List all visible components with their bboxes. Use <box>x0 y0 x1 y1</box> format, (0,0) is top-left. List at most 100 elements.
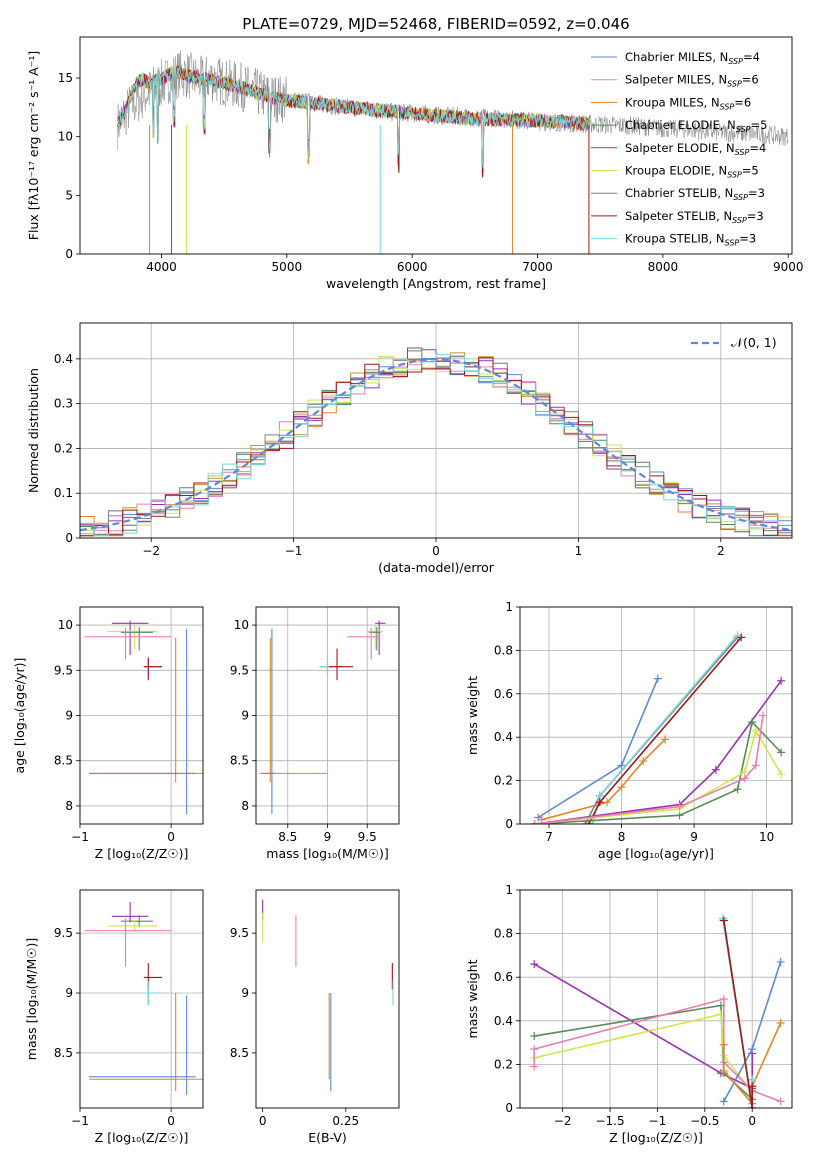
plus-marker <box>719 916 728 925</box>
plus-marker <box>748 1104 757 1108</box>
legend-label-value: =3 <box>748 186 765 200</box>
y-tick-label: 0.2 <box>494 1057 513 1071</box>
x-tick-label: 7 <box>545 830 553 844</box>
y-tick-label: 8 <box>65 799 73 813</box>
plus-marker <box>776 1097 785 1106</box>
plus-marker <box>661 735 670 744</box>
x-tick-label: 0 <box>259 1114 267 1128</box>
plot-area-massweight-vs-age <box>530 631 786 824</box>
legend-label-sub: SSP <box>720 102 735 111</box>
plus-marker <box>737 633 746 642</box>
panel-spectrum: 4000 5000 6000 7000 8000 9000 0 5 10 15 wavelength… <box>26 36 804 291</box>
plus-marker <box>751 761 760 770</box>
y-tick-label: 0.2 <box>54 441 73 455</box>
legend-label: Salpeter STELIB, NSSP=3 <box>625 209 764 225</box>
x-axis-label: Z [log₁₀(Z/Z☉)] <box>609 1130 703 1145</box>
y-tick-label: 0.6 <box>494 687 513 701</box>
x-tick-label: 5000 <box>272 260 303 274</box>
x-axis-label: Z [log₁₀(Z/Z☉)] <box>95 1130 189 1145</box>
legend-label-main: Salpeter ELODIE, N <box>625 141 735 155</box>
x-tick-label: 8 <box>618 830 626 844</box>
panel-residuals: −2 −1 0 1 2 0 0.1 0.2 0.3 0.4 (data-model)/error No… <box>26 322 793 575</box>
y-axis-label: Normed distribution <box>26 368 41 493</box>
residual-histogram-salpeter-stelib <box>80 357 792 537</box>
plus-marker <box>777 770 786 779</box>
plus-marker <box>595 798 604 807</box>
x-tick-label: 4000 <box>146 260 177 274</box>
y-tick-label: 0.8 <box>494 927 513 941</box>
axes-frame <box>79 36 793 255</box>
plot-area-age-vs-mass <box>259 620 386 815</box>
legend-label-sub: SSP <box>733 193 748 202</box>
legend-label-sub: SSP <box>735 148 750 157</box>
panel-age-vs-mass: 8.5 9 9.5 8 8.5 9 9.5 10 mass [log₁₀(M/M☉)] <box>230 606 400 861</box>
plus-marker <box>603 798 612 807</box>
plot-area-residuals <box>80 347 792 537</box>
plus-marker <box>617 761 626 770</box>
legend-label-value: =6 <box>734 95 751 109</box>
plus-marker <box>719 995 728 1003</box>
series-line-salpeter-stelib <box>588 636 742 824</box>
legend-label-sub: SSP <box>732 216 747 225</box>
panel-mass-vs-ebv: 0 0.25 8.5 9 9.5 E(B-V) <box>230 889 400 1145</box>
y-tick-label: 0.1 <box>54 486 73 500</box>
axes-frame <box>79 606 204 825</box>
series-line-salpeter-stelib <box>723 920 753 1108</box>
x-tick-label: −1.5 <box>595 1114 624 1128</box>
plus-marker <box>758 711 767 720</box>
series-line-kroupa-elodie <box>534 1013 753 1094</box>
legend-label: Salpeter MILES, NSSP=6 <box>625 73 759 89</box>
legend-label-main: Kroupa MILES, N <box>625 95 720 109</box>
plus-marker <box>748 718 757 727</box>
legend-label-main: Chabrier STELIB, N <box>625 186 733 200</box>
legend-label-sub: SSP <box>725 239 740 248</box>
plus-marker <box>777 676 786 685</box>
y-tick-label: 8.5 <box>54 1046 73 1060</box>
axes-frame <box>519 606 793 825</box>
y-tick-label: 0.4 <box>494 1014 513 1028</box>
x-tick-label: −0.5 <box>690 1114 719 1128</box>
plus-marker <box>719 1040 728 1049</box>
axes-frame <box>255 889 400 1109</box>
legend-label-value: =5 <box>751 118 768 132</box>
plus-marker <box>733 785 742 794</box>
legend-label: Chabrier STELIB, NSSP=3 <box>625 186 765 202</box>
x-tick-label: 9.5 <box>358 830 377 844</box>
y-tick-label: 9.5 <box>54 663 73 677</box>
plus-marker <box>617 783 626 792</box>
y-tick-label: 10 <box>58 618 73 632</box>
x-tick-label: 1 <box>575 544 583 558</box>
x-tick-label: 0 <box>167 1114 175 1128</box>
legend-label-sub: SSP <box>728 57 743 66</box>
x-tick-label: 2 <box>717 544 725 558</box>
plot-area-massweight-vs-Z <box>530 914 785 1108</box>
x-tick-label: 0 <box>748 1114 756 1128</box>
x-axis-label: (data-model)/error <box>378 560 495 575</box>
plus-marker <box>588 820 597 824</box>
plus-marker <box>748 1045 757 1054</box>
plus-marker <box>751 726 760 735</box>
x-tick-label: 0.25 <box>332 1114 359 1128</box>
y-tick-label: 9 <box>65 709 73 723</box>
model-spectrum-kroupa-stelib <box>117 64 591 169</box>
legend-label: Chabrier ELODIE, NSSP=5 <box>625 118 767 134</box>
plus-marker <box>530 960 539 969</box>
y-tick-label: 0.4 <box>494 730 513 744</box>
legend-label-sub: SSP <box>727 171 742 180</box>
plus-marker <box>776 957 785 966</box>
y-axis-label: mass weight <box>465 676 480 755</box>
plus-marker <box>740 774 749 783</box>
y-tick-label: 0.3 <box>54 397 73 411</box>
x-tick-label: −1 <box>649 1114 667 1128</box>
plots-layer: 4000 5000 6000 7000 8000 9000051015wavelength… <box>12 36 804 1145</box>
plus-marker <box>748 1082 757 1091</box>
legend-label-value: =6 <box>742 73 759 87</box>
x-axis-label: E(B-V) <box>308 1130 347 1145</box>
legend-label-value: =3 <box>747 209 764 223</box>
residual-histogram-kroupa-elodie <box>80 356 792 537</box>
x-tick-label: 9000 <box>773 260 804 274</box>
plus-marker <box>530 1045 539 1054</box>
y-tick-label: 0.8 <box>494 643 513 657</box>
